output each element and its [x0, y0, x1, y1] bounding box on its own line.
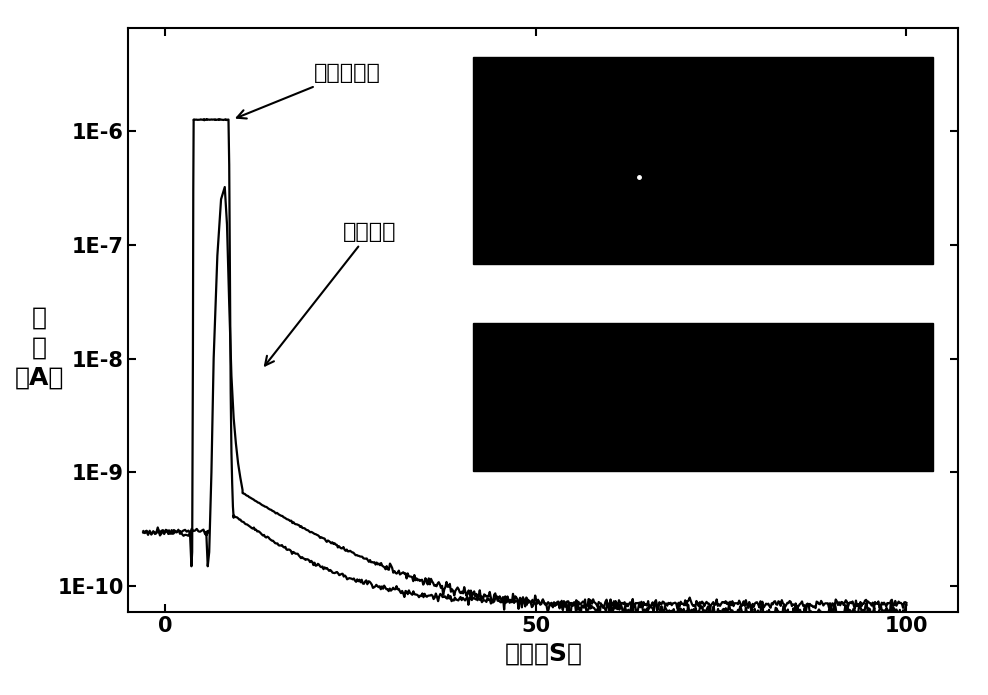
Text: 电
流
（A）: 电 流 （A）: [15, 306, 64, 389]
Bar: [473, 57, 934, 264]
Bar: [473, 322, 934, 471]
Text: 条形电极: 条形电极: [265, 222, 397, 366]
X-axis label: 时间（S）: 时间（S）: [505, 642, 582, 666]
Text: 叉指型电极: 叉指型电极: [237, 63, 380, 119]
